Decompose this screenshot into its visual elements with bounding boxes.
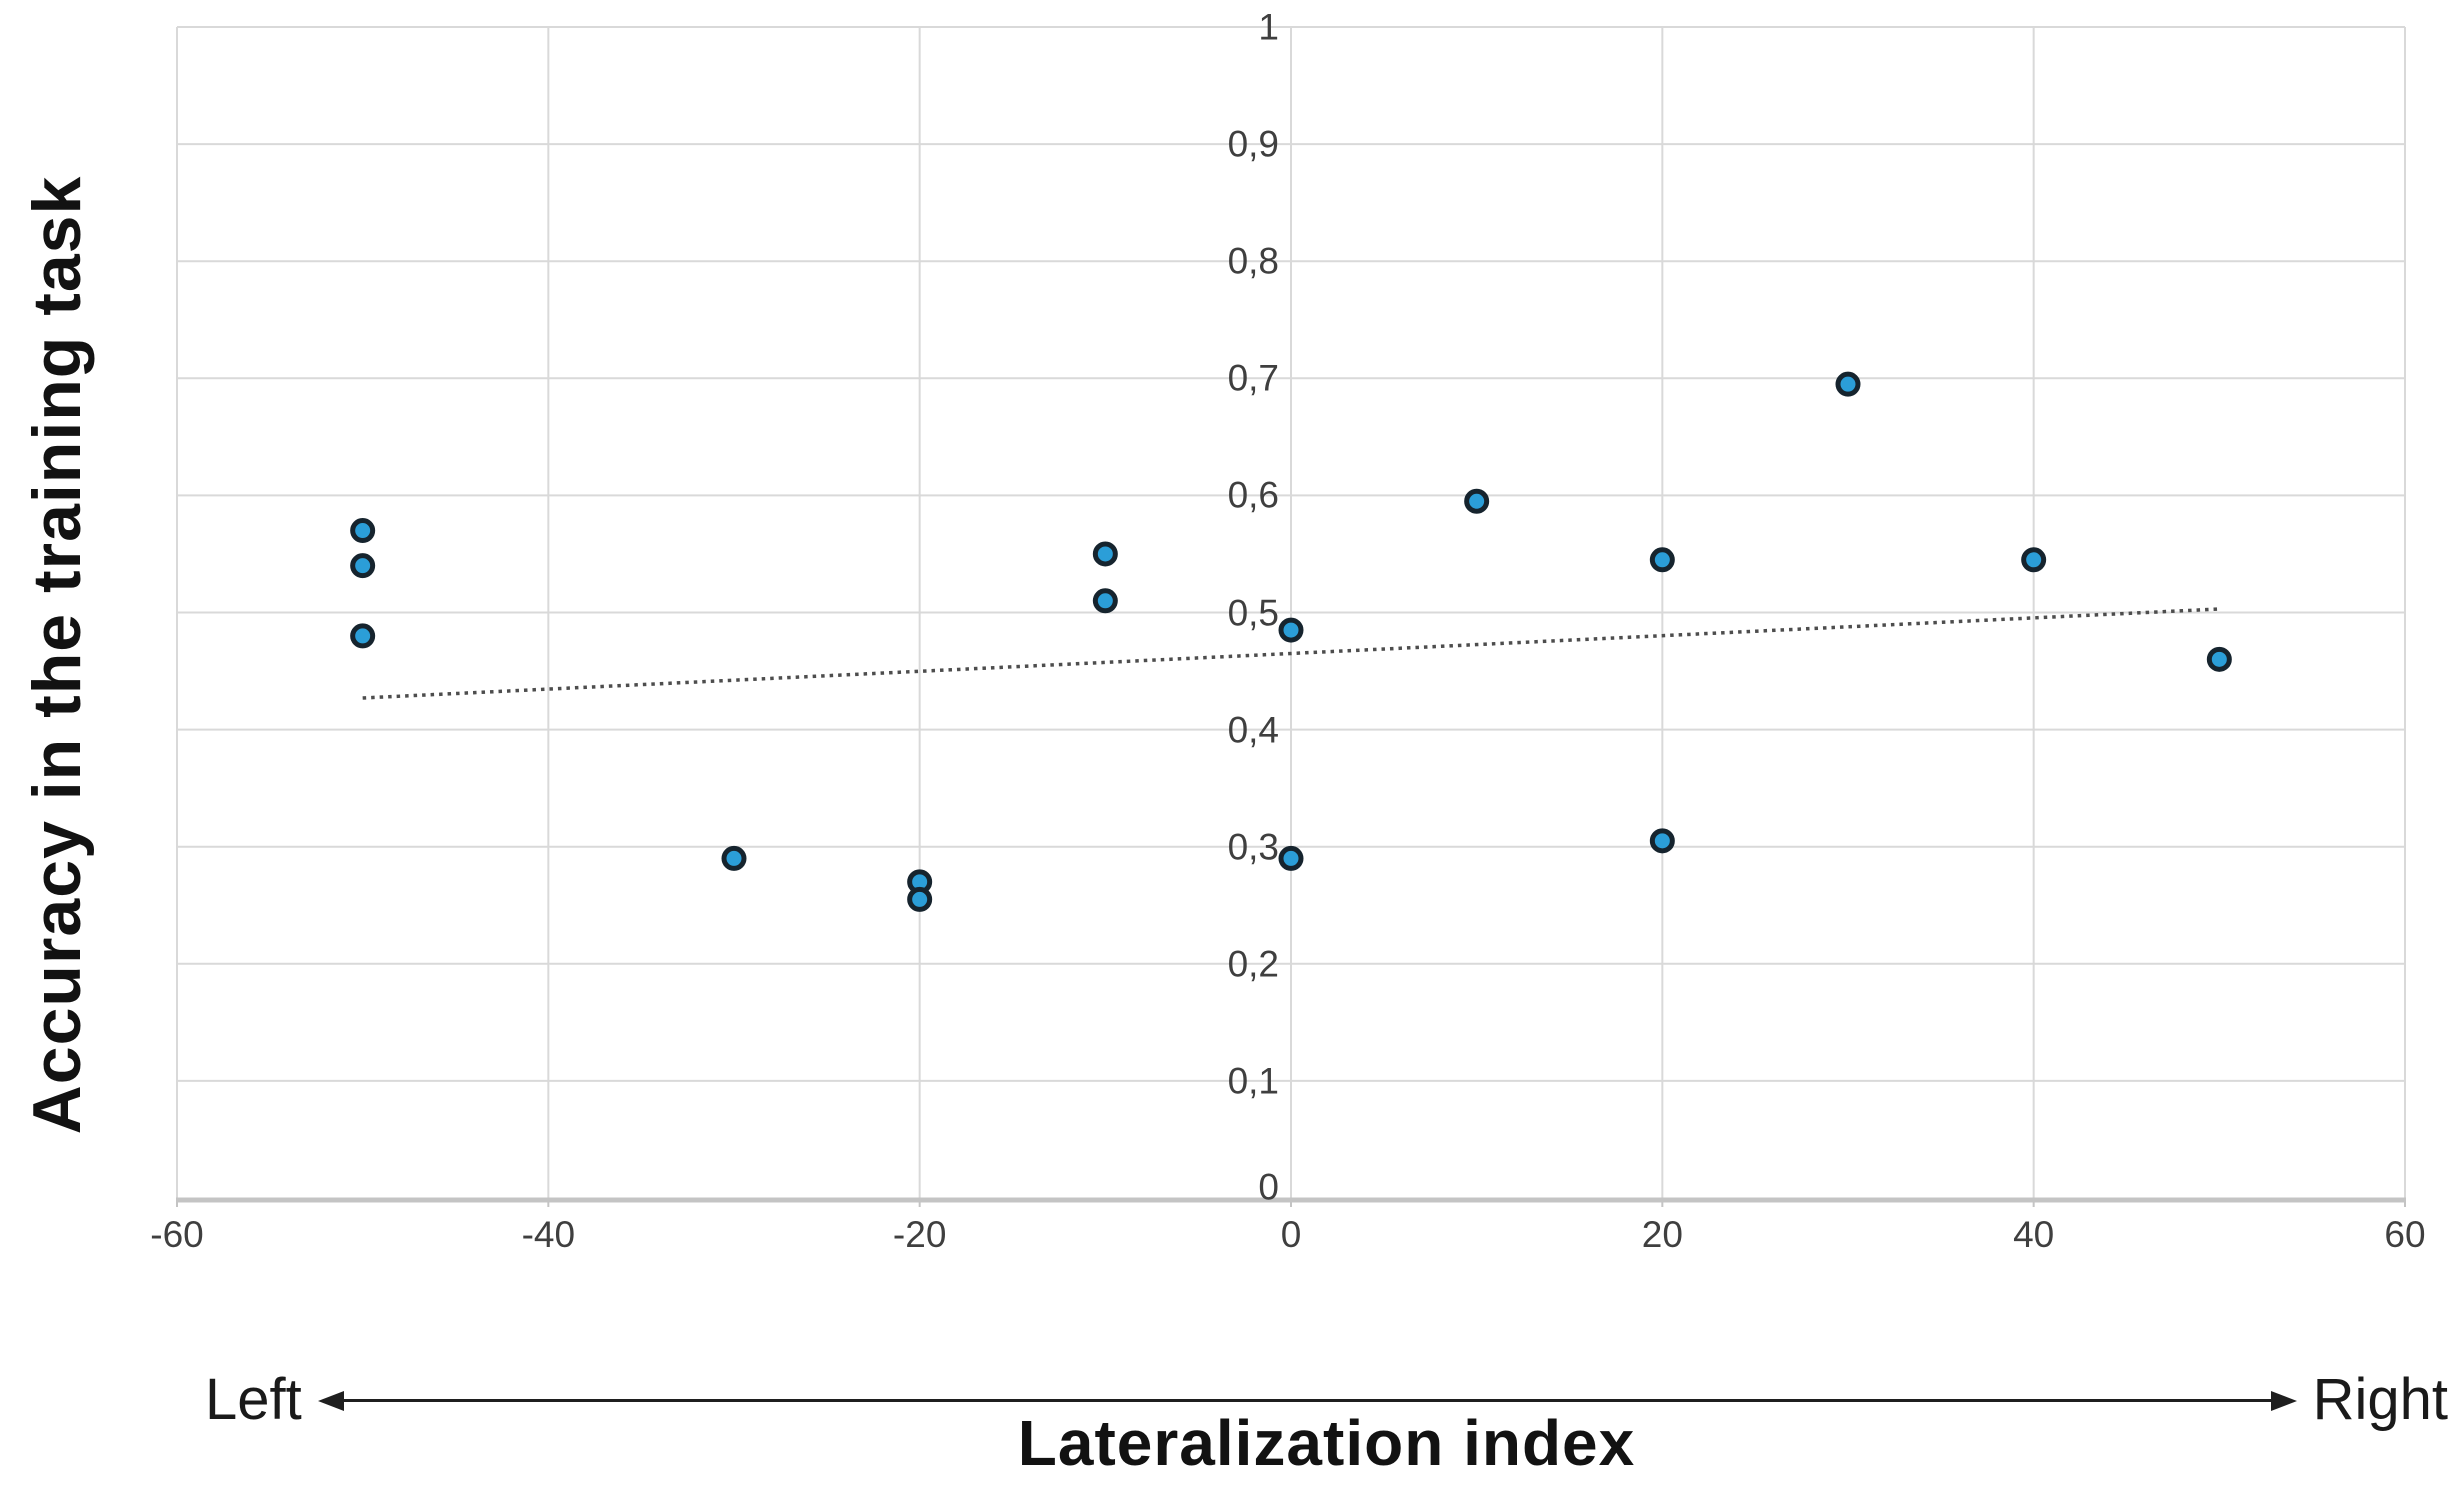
- scatter-point: [907, 886, 933, 912]
- scatter-point: [1092, 588, 1118, 614]
- x-tick-label: 0: [1280, 1214, 1302, 1255]
- scatter-point: [1835, 371, 1861, 397]
- y-tick-label: 0,4: [1227, 709, 1279, 751]
- y-tick-label: 0,5: [1227, 592, 1279, 633]
- scatter-point: [350, 623, 376, 649]
- y-tick-label: 0: [1258, 1166, 1279, 1208]
- scatter-point: [350, 553, 376, 579]
- y-tick-label: 0,9: [1227, 123, 1279, 165]
- y-tick-label: 0,7: [1227, 357, 1279, 399]
- y-axis-title: Accuracy in the training task: [19, 175, 95, 1135]
- trendline: [362, 607, 2220, 700]
- y-tick-label: 0,6: [1227, 474, 1279, 516]
- y-tick-label: 1: [1258, 6, 1279, 48]
- x-tick-label: -60: [150, 1214, 204, 1255]
- x-axis-title: Lateralization index: [1017, 1407, 1636, 1479]
- x-tick-label: -20: [892, 1214, 947, 1255]
- laterality-arrow-annotation: Left Right: [205, 1358, 2448, 1442]
- scatter-point: [1278, 845, 1304, 871]
- y-tick-label: 0,1: [1227, 1060, 1279, 1102]
- right-annotation-label: Right: [2312, 1367, 2448, 1432]
- scatter-point: [1649, 828, 1675, 854]
- y-tick-label: 0,2: [1227, 943, 1279, 985]
- x-tick-label: 60: [2384, 1214, 2426, 1255]
- scatter-point: [721, 845, 747, 871]
- scatter-point: [1649, 547, 1675, 573]
- scatter-point: [2206, 646, 2232, 672]
- left-annotation-label: Left: [205, 1367, 302, 1432]
- scatter-point: [350, 518, 376, 544]
- x-tick-label: 40: [2013, 1214, 2055, 1255]
- y-tick-label: 0,8: [1227, 240, 1279, 282]
- scatter-point: [1464, 488, 1490, 514]
- x-tick-label: 20: [1641, 1214, 1683, 1255]
- double-arrow-line: [317, 1390, 2297, 1411]
- x-tick-label: -40: [521, 1214, 576, 1255]
- scatter-point: [2021, 547, 2047, 573]
- y-tick-label: 0,3: [1227, 826, 1279, 868]
- scatter-point: [1092, 541, 1118, 567]
- scatter-point: [1278, 617, 1304, 643]
